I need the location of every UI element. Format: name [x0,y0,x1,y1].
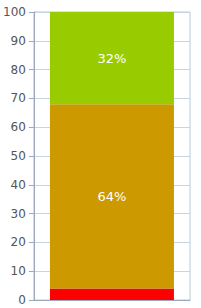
svg-text:80: 80 [11,63,26,77]
svg-text:20: 20 [11,235,26,249]
svg-text:60: 60 [11,120,26,134]
svg-text:32%: 32% [97,51,126,66]
svg-text:10: 10 [11,264,26,278]
svg-text:30: 30 [11,207,26,221]
svg-text:40: 40 [11,178,26,192]
svg-text:64%: 64% [97,189,126,204]
svg-text:70: 70 [11,91,26,105]
svg-text:100: 100 [3,5,26,19]
svg-text:50: 50 [11,149,26,163]
svg-text:0: 0 [18,293,26,307]
svg-text:90: 90 [11,34,26,48]
